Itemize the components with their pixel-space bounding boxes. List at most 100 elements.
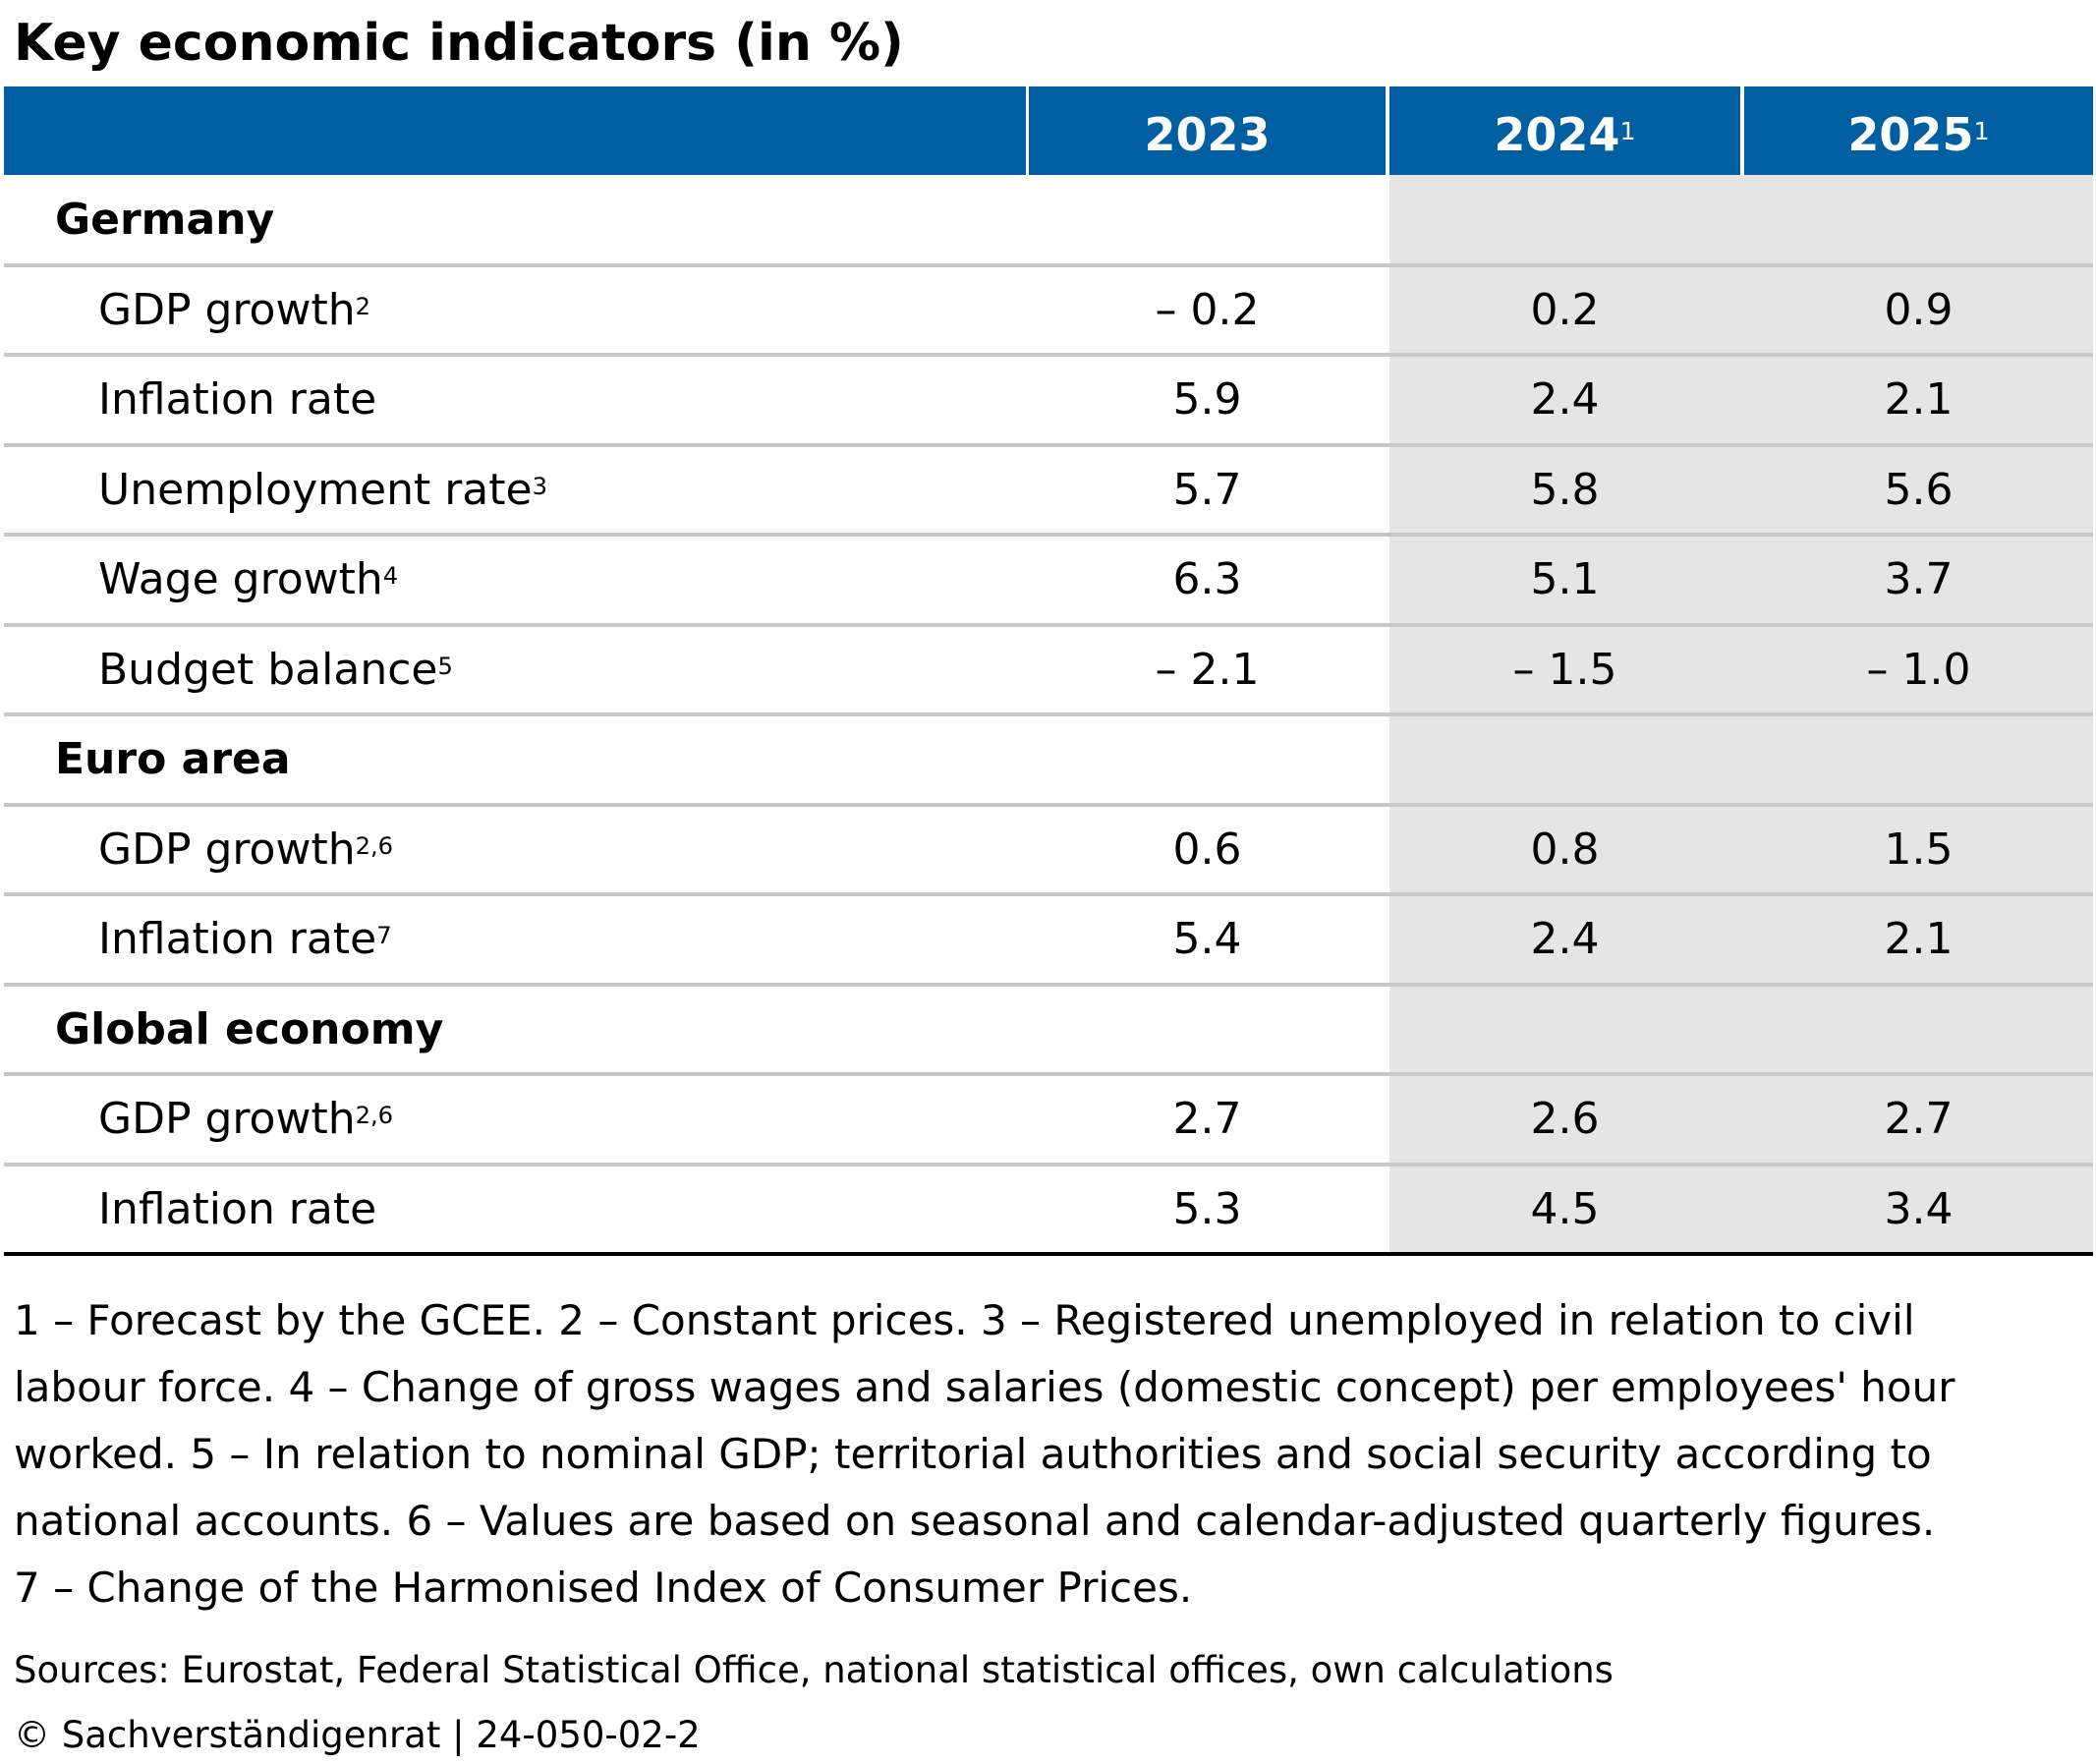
value-cell-2024: 5.8	[1530, 464, 1600, 515]
table-row: GDP growth 2,6 2.7 2.6 2.7	[4, 1074, 2093, 1165]
header-label-cell	[4, 86, 1026, 175]
column-header-label: 2025	[1847, 108, 1974, 161]
indicator-label: GDP growth 2	[98, 265, 370, 356]
row-footnote-ref: 7	[376, 922, 392, 950]
value-cell-2023	[1029, 714, 1386, 805]
section-row: Germany	[4, 175, 2093, 265]
row-footnote-ref: 4	[382, 562, 399, 591]
sources-note: Sources: Eurostat, Federal Statistical O…	[14, 1649, 1614, 1691]
value-cell-2025: – 1.0	[1866, 644, 1971, 695]
section-row: Euro area	[4, 714, 2093, 805]
value-cell-2023: 5.7	[1172, 464, 1242, 515]
value-cell-2023: 0.6	[1172, 824, 1242, 875]
table-title: Key economic indicators (in %)	[14, 14, 904, 73]
column-header-2024: 2024 1	[1389, 86, 1740, 175]
table-bottom-rule	[4, 1252, 2093, 1256]
value-cell-2024: 2.6	[1530, 1094, 1600, 1145]
column-header-label: 2023	[1144, 108, 1271, 161]
row-divider	[4, 262, 2093, 267]
table-row: Inflation rate 5.9 2.4 2.1	[4, 355, 2093, 445]
table-row: GDP growth 2 – 0.2 0.2 0.9	[4, 265, 2093, 356]
row-divider	[4, 442, 2093, 447]
row-footnote-ref: 5	[437, 652, 453, 680]
value-cell-2023: – 0.2	[1155, 284, 1260, 335]
value-cell-2024: 2.4	[1530, 914, 1600, 965]
indicator-label: Inflation rate 7	[98, 894, 392, 985]
row-label-text: Germany	[55, 195, 275, 246]
value-cell-2023: – 2.1	[1155, 644, 1260, 695]
table-row: GDP growth 2,6 0.6 0.8 1.5	[4, 805, 2093, 895]
value-cell-2024: 5.1	[1530, 554, 1600, 605]
row-divider	[4, 533, 2093, 537]
value-cell-2025: 3.7	[1884, 554, 1954, 605]
section-row: Global economy	[4, 985, 2093, 1075]
value-cell-2023: 2.7	[1172, 1094, 1242, 1145]
indicator-label: Inflation rate	[98, 355, 376, 445]
row-divider	[4, 1072, 2093, 1076]
table-row: Budget balance 5 – 2.1 – 1.5 – 1.0	[4, 625, 2093, 715]
section-heading: Euro area	[55, 714, 291, 805]
value-cell-2024: 4.5	[1530, 1183, 1600, 1234]
value-cell-2024	[1389, 985, 1740, 1075]
value-cell-2024: 0.2	[1530, 284, 1600, 335]
indicator-label: GDP growth 2,6	[98, 805, 393, 895]
section-heading: Germany	[55, 175, 274, 265]
value-cell-2024	[1389, 714, 1740, 805]
column-header-2023: 2023	[1029, 86, 1386, 175]
value-cell-2025	[1744, 985, 2093, 1075]
row-divider	[4, 982, 2093, 987]
row-label-text: Global economy	[55, 1003, 444, 1054]
row-divider	[4, 1162, 2093, 1167]
value-cell-2023: 6.3	[1172, 554, 1242, 605]
row-label-text: Unemployment rate	[98, 464, 533, 515]
value-cell-2024: – 1.5	[1512, 644, 1617, 695]
value-cell-2023	[1029, 175, 1386, 265]
copyright-note: © Sachverständigenrat | 24-050-02-2	[14, 1714, 701, 1756]
row-label-text: GDP growth	[98, 284, 356, 335]
row-divider	[4, 802, 2093, 807]
value-cell-2023: 5.4	[1172, 914, 1242, 965]
table-row: Inflation rate 5.3 4.5 3.4	[4, 1165, 2093, 1255]
value-cell-2023	[1029, 985, 1386, 1075]
value-cell-2025	[1744, 714, 2093, 805]
value-cell-2023: 5.9	[1172, 374, 1242, 426]
row-label-text: Euro area	[55, 734, 291, 785]
column-header-footnote-ref: 1	[1973, 116, 1990, 145]
value-cell-2025: 0.9	[1884, 284, 1954, 335]
value-cell-2025: 1.5	[1884, 824, 1954, 875]
column-header-footnote-ref: 1	[1619, 116, 1636, 145]
value-cell-2025: 2.1	[1884, 374, 1954, 426]
footnote-line: worked. 5 – In relation to nominal GDP; …	[14, 1430, 1932, 1478]
indicator-label: Budget balance 5	[98, 625, 453, 715]
value-cell-2024	[1389, 175, 1740, 265]
footnote-line: 7 – Change of the Harmonised Index of Co…	[14, 1564, 1193, 1612]
value-cell-2025: 2.1	[1884, 914, 1954, 965]
indicator-label: Inflation rate	[98, 1165, 376, 1255]
table-row: Unemployment rate 3 5.7 5.8 5.6	[4, 445, 2093, 536]
row-divider	[4, 622, 2093, 627]
indicator-label: Unemployment rate 3	[98, 445, 547, 536]
row-divider	[4, 712, 2093, 716]
value-cell-2025: 2.7	[1884, 1094, 1954, 1145]
row-label-text: GDP growth	[98, 1094, 356, 1145]
row-label-text: Wage growth	[98, 554, 383, 605]
column-header-label: 2024	[1494, 108, 1620, 161]
table-row: Inflation rate 7 5.4 2.4 2.1	[4, 894, 2093, 985]
row-divider	[4, 353, 2093, 357]
row-divider	[4, 892, 2093, 896]
value-cell-2024: 0.8	[1530, 824, 1600, 875]
value-cell-2025: 3.4	[1884, 1183, 1954, 1234]
column-header-2025: 2025 1	[1744, 86, 2093, 175]
section-heading: Global economy	[55, 985, 443, 1075]
row-footnote-ref: 2	[355, 292, 370, 320]
indicator-label: Wage growth 4	[98, 535, 398, 625]
row-footnote-ref: 3	[532, 472, 547, 500]
row-label-text: Budget balance	[98, 644, 438, 695]
value-cell-2025: 5.6	[1884, 464, 1954, 515]
row-footnote-ref: 2,6	[355, 831, 394, 860]
value-cell-2023: 5.3	[1172, 1183, 1242, 1234]
value-cell-2024: 2.4	[1530, 374, 1600, 426]
value-cell-2025	[1744, 175, 2093, 265]
row-label-text: Inflation rate	[98, 914, 377, 965]
indicator-label: GDP growth 2,6	[98, 1074, 393, 1165]
